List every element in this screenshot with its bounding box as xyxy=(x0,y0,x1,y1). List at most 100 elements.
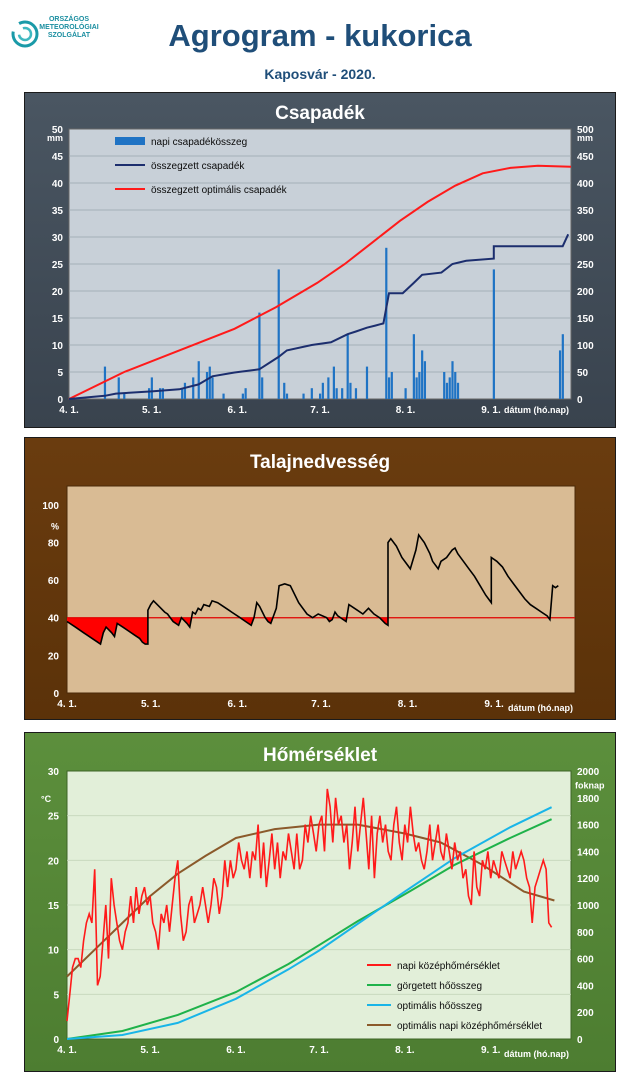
rain-bar xyxy=(385,247,388,399)
rain-bar xyxy=(415,377,418,399)
rain-bar xyxy=(192,377,195,399)
y-right-unit: foknap xyxy=(575,780,605,790)
daily-temp-line xyxy=(66,788,553,1022)
y-tick-label: 40 xyxy=(48,614,60,625)
temperature-title: Hőmérséklet xyxy=(262,745,378,766)
rain-bar xyxy=(241,393,244,399)
y-right-tick-label: 1200 xyxy=(577,874,600,885)
rain-bar xyxy=(222,393,225,399)
rain-bar xyxy=(310,388,313,399)
x-tick-label: 6. 1. xyxy=(228,405,248,416)
y-right-tick-label: 150 xyxy=(577,314,594,325)
precipitation-title: Csapadék xyxy=(275,103,365,124)
rain-bar xyxy=(285,393,289,399)
logo-line-3: SZOLGÁLAT xyxy=(47,32,91,39)
x-tick-label: 7. 1. xyxy=(310,405,330,416)
optimal-gdd-line xyxy=(66,806,553,1040)
y-left-tick-label: 5 xyxy=(53,990,59,1001)
temperature-chart: 0 5 10 15 20 25 30 0 200 400 600 800 1000 1200 1400 160… xyxy=(41,767,605,1059)
y-right-tick-label: 400 xyxy=(577,981,594,992)
legend-swatch-daily-rain xyxy=(115,137,145,145)
rain-bar xyxy=(445,382,449,399)
x-tick-label: 4. 1. xyxy=(59,405,79,416)
rain-bar xyxy=(208,366,211,399)
y-right-tick-label: 200 xyxy=(577,287,594,298)
x-axis-label: dátum (hó.nap) xyxy=(508,703,573,713)
logo-line-2: METEOROLÓGIAI xyxy=(39,24,99,31)
rain-bar xyxy=(117,377,120,399)
rain-bar xyxy=(443,372,446,399)
y-tick-label: 100 xyxy=(42,501,59,512)
y-left-tick-label: 0 xyxy=(57,395,63,406)
deficit-area xyxy=(67,617,148,645)
legend-label-cumulative-rain: összegzett csapadék xyxy=(151,161,245,172)
logo-line-1: ORSZÁGOS xyxy=(48,16,90,23)
omsz-logo xyxy=(11,20,39,48)
x-tick-label: 5. 1. xyxy=(140,1045,160,1056)
legend-opt-gdd-label: optimális hőösszeg xyxy=(397,1001,482,1012)
rain-bar xyxy=(558,350,562,399)
y-left-tick-label: 50 xyxy=(52,125,64,136)
y-left-tick-label: 30 xyxy=(52,233,64,244)
rain-bar xyxy=(421,350,424,399)
y-right-tick-label: 50 xyxy=(577,368,589,379)
y-right-tick-label: 600 xyxy=(577,955,594,966)
y-right-tick-label: 200 xyxy=(577,1008,594,1019)
rain-bar xyxy=(418,372,421,399)
x-tick-label: 9. 1. xyxy=(484,699,504,710)
rain-bar xyxy=(454,372,457,399)
rain-bar xyxy=(349,382,352,399)
soil-moisture-panel: Talajnedvesség 0 20 40 60 80 100% 4. 1. 5. 1. 6.… xyxy=(24,437,616,720)
y-right-tick-label: 400 xyxy=(577,179,594,190)
rain-bar xyxy=(319,393,322,399)
rain-bar xyxy=(451,361,454,399)
optimal-cumulative-rain-line xyxy=(68,164,572,400)
y-right-tick-label: 2000 xyxy=(577,767,600,778)
y-right-tick-label: 1600 xyxy=(577,821,600,832)
y-right-tick-label: 1400 xyxy=(577,847,600,858)
rain-bar xyxy=(365,366,369,399)
x-tick-label: 4. 1. xyxy=(57,699,77,710)
y-tick-label: 0 xyxy=(53,689,59,700)
y-left-tick-label: 45 xyxy=(52,152,64,163)
soil-moisture-title: Talajnedvesség xyxy=(249,452,391,473)
rain-bar xyxy=(302,393,305,399)
rain-bar xyxy=(387,377,391,399)
soil-moisture-line xyxy=(66,532,559,646)
y-left-tick-label: 15 xyxy=(52,314,64,325)
y-tick-label: 60 xyxy=(48,576,60,587)
y-left-tick-label: 20 xyxy=(48,856,60,867)
y-right-tick-label: 0 xyxy=(577,395,583,406)
temperature-panel: Hőmérséklet 0 5 10 15 20 25 30 0 200 400 600 800 100… xyxy=(24,732,616,1072)
rain-bar xyxy=(244,388,247,399)
rain-bar xyxy=(103,366,107,399)
rain-bar xyxy=(354,388,358,399)
precipitation-chart: 0510152025303540455005010015020025030035… xyxy=(47,125,594,416)
x-tick-label: 6. 1. xyxy=(228,699,248,710)
y-right-tick-label: 800 xyxy=(577,928,594,939)
rain-bar xyxy=(181,388,184,399)
x-tick-label: 6. 1. xyxy=(226,1045,246,1056)
legend-label-daily-rain: napi csapadékösszeg xyxy=(151,137,247,148)
rain-bar xyxy=(183,382,187,399)
y-left-tick-label: 25 xyxy=(48,812,60,823)
y-tick-label: 20 xyxy=(48,651,60,662)
x-axis-label: dátum (hó.nap) xyxy=(504,1049,569,1059)
y-right-tick-label: 250 xyxy=(577,260,594,271)
x-tick-label: 5. 1. xyxy=(141,699,161,710)
y-right-tick-label: 500 xyxy=(577,125,594,136)
y-left-tick-label: 5 xyxy=(57,368,63,379)
rain-bar xyxy=(283,382,286,399)
y-left-tick-label: 15 xyxy=(48,901,60,912)
rain-bar xyxy=(159,388,162,399)
y-left-tick-label: 10 xyxy=(48,946,60,957)
rain-bar xyxy=(321,382,324,399)
y-unit: % xyxy=(51,522,59,532)
rain-bar xyxy=(205,372,209,399)
y-left-tick-label: 10 xyxy=(52,341,64,352)
precipitation-panel: Csapadék 0 5 10 15 20 25 30 35 40 45 50 0 50 100 150 20… xyxy=(24,92,616,428)
y-right-tick-label: 300 xyxy=(577,233,594,244)
page-title: Agrogram - kukorica xyxy=(168,18,472,53)
legend-temp-label: napi középhőmérséklet xyxy=(397,961,500,972)
rain-bar xyxy=(327,377,330,399)
